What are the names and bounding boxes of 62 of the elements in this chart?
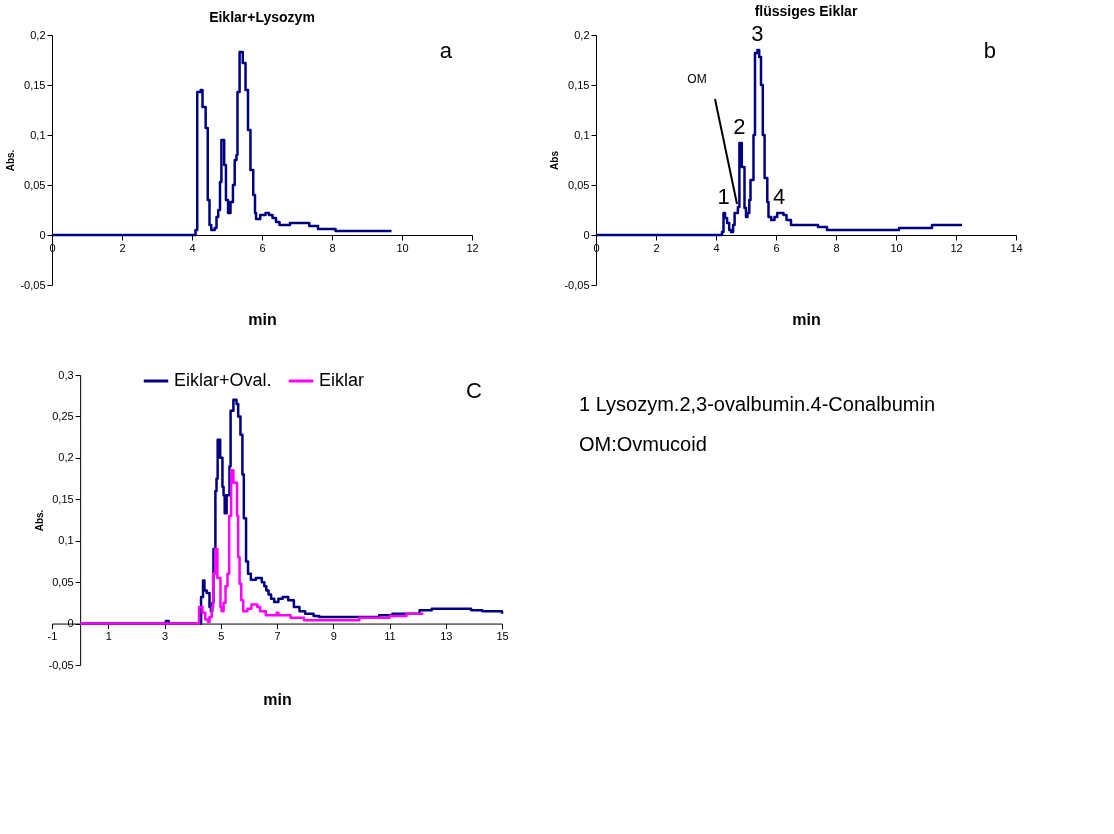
legend-label: Eiklar <box>319 370 365 390</box>
x-tick-label: 1 <box>105 630 112 643</box>
x-tick-label: 5 <box>218 630 225 643</box>
annotation: 1 <box>717 184 730 209</box>
legend-label: Eiklar+Oval. <box>174 370 272 390</box>
y-tick-label: 0,2 <box>58 451 74 464</box>
text: 1 Lysozym.2,3-ovalbumin.4-Conalbumin <box>579 393 936 415</box>
y-tick-label: 0,15 <box>568 78 590 91</box>
y-tick-label: 0,1 <box>574 128 590 141</box>
annotation: b <box>983 38 996 63</box>
x-tick-label: 6 <box>773 241 780 254</box>
y-tick-label: 0,1 <box>58 534 74 547</box>
x-axis-title: min <box>792 310 821 328</box>
y-axis-title: Abs <box>549 150 561 170</box>
y-axis-title: Abs. <box>5 149 17 172</box>
y-tick-label: 0,2 <box>30 28 46 41</box>
x-tick-label: 7 <box>274 630 281 643</box>
x-tick-label: 10 <box>890 241 903 254</box>
y-tick-label: -0,05 <box>564 278 590 291</box>
x-tick-label: 14 <box>1010 241 1023 254</box>
y-tick-label: 0 <box>583 228 590 241</box>
x-tick-label: -1 <box>47 630 58 643</box>
annotation: C <box>466 378 483 403</box>
annotation: 3 <box>751 21 764 46</box>
x-axis-title: min <box>263 690 292 708</box>
x-tick-label: 2 <box>119 241 126 254</box>
y-tick-label: 0,25 <box>52 409 74 422</box>
x-tick-label: 12 <box>950 241 963 254</box>
x-tick-label: 11 <box>384 630 396 643</box>
y-tick-label: 0,2 <box>574 28 590 41</box>
y-axis-title: Abs. <box>33 509 45 532</box>
y-tick-label: 0 <box>39 228 46 241</box>
x-tick-label: 9 <box>330 630 337 643</box>
annotation: 4 <box>772 184 786 209</box>
x-tick-label: 3 <box>161 630 169 643</box>
text: OM:Ovmucoid <box>579 433 707 455</box>
x-tick-label: 8 <box>329 241 336 254</box>
x-tick-label: 6 <box>259 241 266 254</box>
annotation: a <box>439 38 453 63</box>
x-axis-title: min <box>248 310 277 328</box>
y-tick-label: 0,05 <box>568 178 590 191</box>
y-tick-label: 0,3 <box>58 368 74 381</box>
x-tick-label: 13 <box>440 630 453 643</box>
x-tick-label: 2 <box>653 241 660 254</box>
annotation: OM <box>687 72 707 86</box>
y-tick-label: 0,1 <box>30 128 46 141</box>
x-tick-label: 15 <box>496 630 509 643</box>
y-tick-label: 0 <box>67 617 74 630</box>
y-tick-label: -0,05 <box>20 278 46 291</box>
annotation: 2 <box>733 114 746 139</box>
y-tick-label: 0,15 <box>52 492 74 505</box>
x-tick-label: 8 <box>833 241 840 254</box>
x-tick-label: 12 <box>466 241 479 254</box>
y-tick-label: 0,05 <box>52 575 74 588</box>
chart-title: flüssiges Eiklar <box>754 3 858 19</box>
y-tick-label: 0,05 <box>24 178 46 191</box>
x-tick-label: 4 <box>713 241 720 254</box>
x-tick-label: 10 <box>396 241 409 254</box>
y-tick-label: 0,15 <box>24 78 46 91</box>
x-tick-label: 4 <box>189 241 196 254</box>
y-tick-label: -0,05 <box>48 658 74 671</box>
chart-title: Eiklar+Lysozym <box>209 9 315 25</box>
